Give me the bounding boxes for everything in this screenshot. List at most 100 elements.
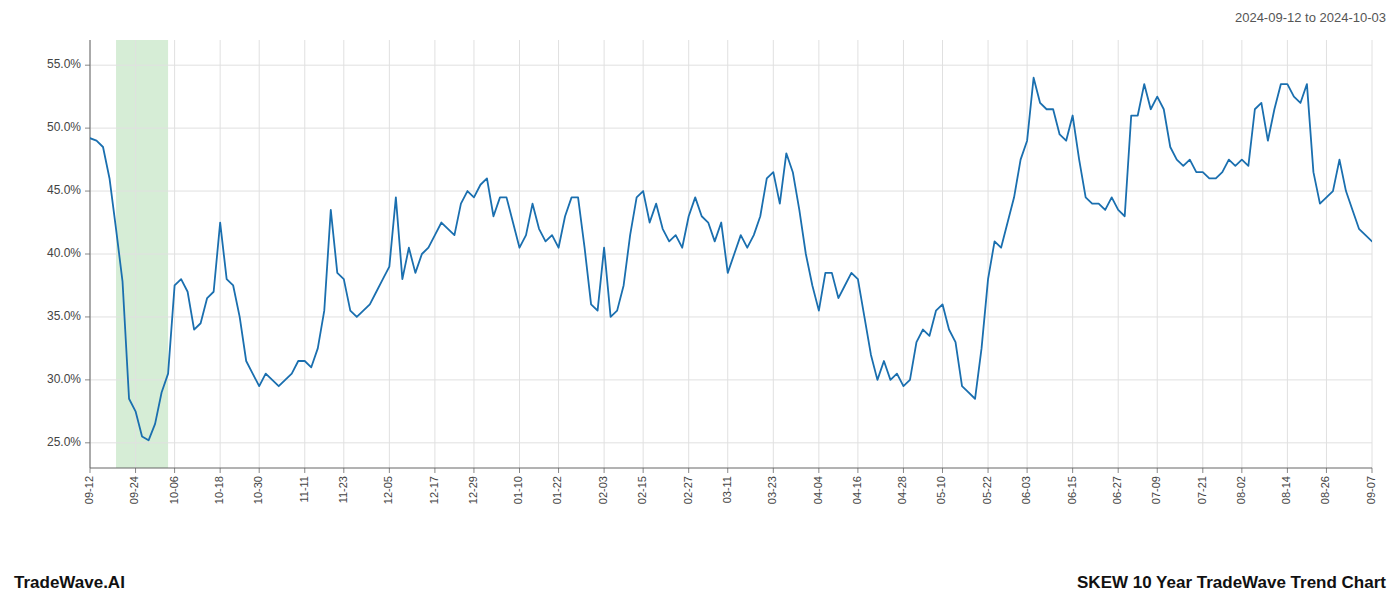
- x-tick-label: 12-05: [382, 476, 394, 504]
- x-tick: [818, 468, 819, 473]
- x-grid-line: [473, 40, 474, 468]
- grid: [90, 40, 1372, 468]
- x-tick: [1072, 468, 1073, 473]
- x-tick-label: 07-09: [1150, 476, 1162, 504]
- x-tick: [174, 468, 175, 473]
- y-grid-line: [90, 254, 1372, 255]
- x-grid-line: [1157, 40, 1158, 468]
- y-grid-line: [90, 442, 1372, 443]
- x-tick: [688, 468, 689, 473]
- x-tick-label: 02-15: [636, 476, 648, 504]
- x-tick: [643, 468, 644, 473]
- x-tick-label: 01-22: [551, 476, 563, 504]
- x-tick: [519, 468, 520, 473]
- y-tick-label: 50.0%: [47, 120, 81, 134]
- x-grid-line: [688, 40, 689, 468]
- x-tick: [434, 468, 435, 473]
- x-grid-line: [643, 40, 644, 468]
- y-tick-label: 25.0%: [47, 435, 81, 449]
- x-tick: [220, 468, 221, 473]
- series-line: [90, 78, 1372, 441]
- x-tick-label: 12-17: [428, 476, 440, 504]
- x-grid-line: [343, 40, 344, 468]
- x-tick: [1157, 468, 1158, 473]
- x-tick: [903, 468, 904, 473]
- y-tick: [85, 316, 90, 317]
- x-tick-label: 04-16: [851, 476, 863, 504]
- x-tick: [1027, 468, 1028, 473]
- x-grid-line: [857, 40, 858, 468]
- x-tick-label: 06-03: [1020, 476, 1032, 504]
- x-tick: [1118, 468, 1119, 473]
- x-tick: [304, 468, 305, 473]
- x-grid-line: [90, 40, 91, 468]
- title: SKEW 10 Year TradeWave Trend Chart: [1077, 573, 1386, 592]
- y-tick: [85, 254, 90, 255]
- x-tick: [857, 468, 858, 473]
- x-tick-label: 09-24: [128, 476, 140, 504]
- x-tick: [90, 468, 91, 473]
- annotation: TradeWave.AI: [14, 573, 125, 592]
- x-grid-line: [1287, 40, 1288, 468]
- x-tick-label: 02-27: [682, 476, 694, 504]
- x-tick: [604, 468, 605, 473]
- x-tick-label: 10-30: [252, 476, 264, 504]
- x-grid-line: [519, 40, 520, 468]
- x-grid-line: [259, 40, 260, 468]
- x-tick-label: 01-10: [512, 476, 524, 504]
- x-grid-line: [1027, 40, 1028, 468]
- x-tick: [135, 468, 136, 473]
- y-tick-label: 45.0%: [47, 183, 81, 197]
- x-tick-label: 03-11: [721, 476, 733, 503]
- x-tick-label: 08-26: [1319, 476, 1331, 504]
- x-tick-label: 09-07: [1365, 476, 1377, 504]
- x-tick: [1287, 468, 1288, 473]
- y-tick: [85, 191, 90, 192]
- x-tick-label: 11-23: [337, 476, 349, 503]
- x-tick-label: 08-02: [1235, 476, 1247, 504]
- chart-svg: 25.0%30.0%35.0%40.0%45.0%50.0%55.0%09-12…: [0, 0, 1400, 600]
- x-tick: [473, 468, 474, 473]
- x-grid-line: [818, 40, 819, 468]
- subtitle: 2024-09-12 to 2024-10-03: [1235, 10, 1386, 25]
- x-grid-line: [1072, 40, 1073, 468]
- x-grid-line: [1326, 40, 1327, 468]
- x-grid-line: [773, 40, 774, 468]
- x-tick: [389, 468, 390, 473]
- series-group: [90, 78, 1372, 441]
- x-tick: [988, 468, 989, 473]
- y-grid-line: [90, 128, 1372, 129]
- x-tick-label: 10-06: [168, 476, 180, 504]
- y-axis-line: [90, 40, 91, 468]
- x-tick-label: 02-03: [597, 476, 609, 504]
- chart-container: 25.0%30.0%35.0%40.0%45.0%50.0%55.0%09-12…: [0, 0, 1400, 600]
- y-grid-line: [90, 191, 1372, 192]
- x-grid-line: [135, 40, 136, 468]
- x-tick-label: 10-18: [213, 476, 225, 504]
- y-grid-line: [90, 379, 1372, 380]
- y-tick-label: 30.0%: [47, 372, 81, 386]
- x-tick: [259, 468, 260, 473]
- x-grid-line: [727, 40, 728, 468]
- x-axis-line: [90, 468, 1372, 469]
- y-grid-line: [90, 316, 1372, 317]
- x-tick: [773, 468, 774, 473]
- x-grid-line: [558, 40, 559, 468]
- x-tick: [727, 468, 728, 473]
- y-tick-label: 35.0%: [47, 309, 81, 323]
- y-tick-label: 55.0%: [47, 57, 81, 71]
- x-tick: [942, 468, 943, 473]
- y-tick-label: 40.0%: [47, 246, 81, 260]
- x-tick: [343, 468, 344, 473]
- x-grid-line: [988, 40, 989, 468]
- x-tick-label: 08-14: [1280, 476, 1292, 504]
- x-grid-line: [942, 40, 943, 468]
- x-tick-label: 04-04: [812, 476, 824, 504]
- axes: 25.0%30.0%35.0%40.0%45.0%50.0%55.0%09-12…: [47, 40, 1377, 504]
- x-tick: [1202, 468, 1203, 473]
- x-grid-line: [1241, 40, 1242, 468]
- y-tick: [85, 442, 90, 443]
- x-grid-line: [220, 40, 221, 468]
- x-grid-line: [1372, 40, 1373, 468]
- x-tick: [558, 468, 559, 473]
